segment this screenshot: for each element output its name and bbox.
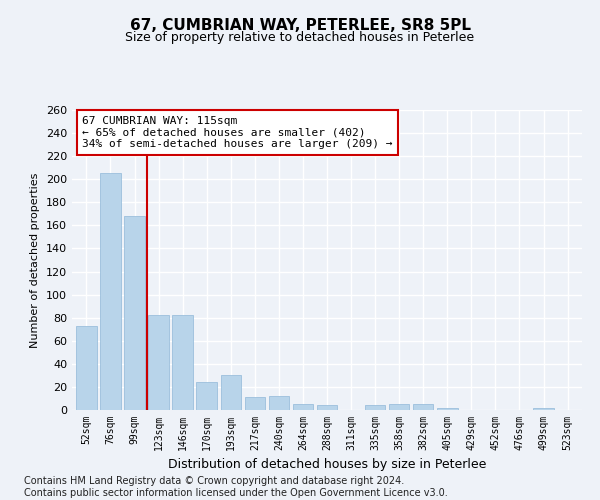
Bar bbox=[221, 376, 241, 410]
Bar bbox=[533, 408, 554, 410]
Bar bbox=[413, 404, 433, 410]
Text: Size of property relative to detached houses in Peterlee: Size of property relative to detached ho… bbox=[125, 31, 475, 44]
Bar bbox=[172, 316, 193, 410]
Text: 67 CUMBRIAN WAY: 115sqm
← 65% of detached houses are smaller (402)
34% of semi-d: 67 CUMBRIAN WAY: 115sqm ← 65% of detache… bbox=[82, 116, 392, 149]
Bar bbox=[245, 398, 265, 410]
Bar bbox=[148, 316, 169, 410]
Text: 67, CUMBRIAN WAY, PETERLEE, SR8 5PL: 67, CUMBRIAN WAY, PETERLEE, SR8 5PL bbox=[130, 18, 470, 32]
Text: Contains HM Land Registry data © Crown copyright and database right 2024.
Contai: Contains HM Land Registry data © Crown c… bbox=[24, 476, 448, 498]
Bar bbox=[389, 404, 409, 410]
Bar bbox=[124, 216, 145, 410]
Bar bbox=[100, 174, 121, 410]
Bar bbox=[317, 406, 337, 410]
Y-axis label: Number of detached properties: Number of detached properties bbox=[31, 172, 40, 348]
Bar bbox=[76, 326, 97, 410]
Bar bbox=[293, 404, 313, 410]
Bar bbox=[437, 408, 458, 410]
Bar bbox=[269, 396, 289, 410]
X-axis label: Distribution of detached houses by size in Peterlee: Distribution of detached houses by size … bbox=[168, 458, 486, 471]
Bar bbox=[196, 382, 217, 410]
Bar bbox=[365, 406, 385, 410]
